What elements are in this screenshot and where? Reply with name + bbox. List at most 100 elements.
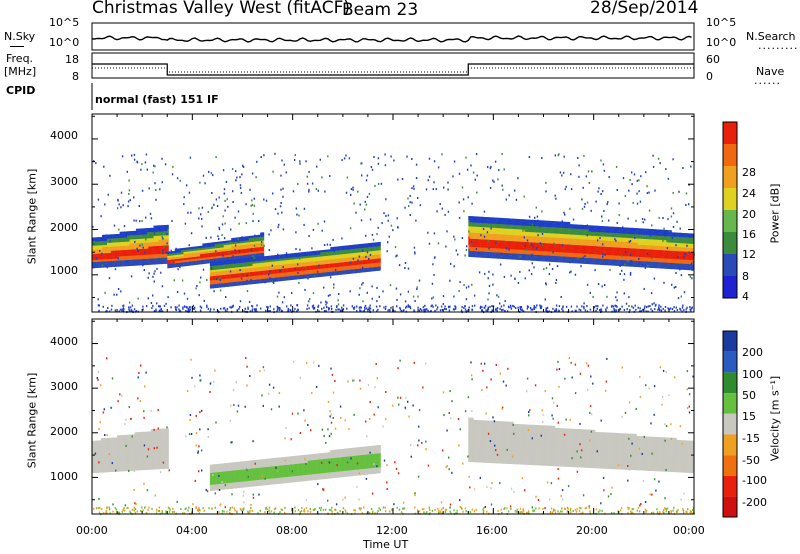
range-gate-cell — [489, 239, 492, 242]
range-gate-cell — [105, 238, 108, 241]
range-gate-cell — [236, 247, 238, 250]
range-gate-cell — [349, 263, 351, 266]
range-gate-cell — [546, 245, 548, 248]
range-gate-cell — [472, 232, 474, 235]
range-gate-cell — [543, 245, 546, 248]
range-gate-cell — [271, 255, 273, 258]
range-gate-cell — [505, 230, 508, 233]
range-gate-cell — [513, 233, 515, 236]
range-gate-cell — [221, 257, 223, 260]
range-gate-cell — [492, 221, 494, 224]
range-gate-cell — [236, 251, 238, 254]
range-gate-cell — [366, 269, 369, 272]
range-gate-cell — [232, 256, 235, 259]
range-gate-cell — [332, 269, 335, 272]
range-gate-cell — [365, 261, 367, 264]
range-gate-cell — [258, 234, 261, 237]
range-gate-cell — [548, 251, 551, 254]
range-gate-cell — [533, 228, 536, 231]
range-gate-cell — [334, 246, 336, 249]
range-gate-cell — [238, 251, 241, 254]
range-gate-cell — [143, 246, 145, 249]
nave-dots: ······ — [754, 77, 781, 90]
range-gate-cell — [309, 261, 311, 264]
range-gate-cell — [273, 269, 276, 272]
range-gate-cell — [211, 282, 213, 285]
range-gate-cell — [137, 247, 139, 250]
range-gate-cell — [107, 234, 109, 237]
range-gate-cell — [147, 230, 149, 233]
range-gate-cell — [112, 242, 114, 245]
range-gate-cell — [488, 217, 490, 220]
range-gate-cell — [372, 261, 375, 264]
range-gate-cell — [223, 260, 226, 263]
range-gate-cell — [345, 265, 347, 269]
range-gate-cell — [260, 236, 262, 239]
range-gate-cell — [218, 265, 221, 268]
range-gate-cell — [508, 238, 510, 241]
range-gate-cell — [147, 234, 149, 237]
range-gate-cell — [376, 246, 379, 249]
range-gate-cell — [515, 257, 518, 260]
range-gate-cell — [137, 263, 139, 266]
range-gate-cell — [197, 250, 199, 253]
range-gate-cell — [230, 256, 232, 259]
range-gate-cell — [345, 249, 347, 252]
range-gate-cell — [236, 239, 238, 242]
range-gate-cell — [107, 238, 109, 241]
range-gate-cell — [209, 274, 212, 277]
range-gate-cell — [350, 259, 352, 262]
range-gate-cell — [127, 249, 129, 252]
range-gate-cell — [320, 266, 322, 269]
range-gate-cell — [305, 258, 307, 261]
range-gate-cell — [122, 231, 124, 234]
range-gate-cell — [214, 254, 217, 257]
range-gate-cell — [536, 236, 538, 239]
range-gate-cell — [334, 263, 336, 266]
range-gate-cell — [211, 250, 213, 253]
range-gate-cell — [527, 227, 529, 230]
range-gate-cell — [477, 243, 479, 246]
range-gate-cell — [261, 264, 263, 267]
range-gate-cell — [320, 258, 322, 261]
range-gate-cell — [110, 262, 113, 266]
range-gate-cell — [534, 246, 537, 249]
range-gate-cell — [493, 244, 495, 247]
range-gate-cell — [194, 254, 197, 257]
range-gate-cell — [240, 241, 242, 244]
range-gate-cell — [99, 241, 102, 244]
range-gate-cell — [104, 242, 107, 246]
range-gate-cell — [354, 254, 356, 257]
range-gate-cell — [522, 235, 524, 238]
range-gate-cell — [305, 270, 307, 273]
range-gate-cell — [103, 265, 105, 268]
range-gate-cell — [277, 271, 280, 274]
range-gate-cell — [326, 253, 329, 256]
range-gate-cell — [346, 255, 349, 258]
range-gate-cell — [534, 256, 537, 259]
range-gate-cell — [228, 256, 231, 259]
range-gate-cell — [546, 228, 548, 231]
range-gate-cell — [468, 226, 470, 229]
range-gate-cell — [135, 251, 138, 254]
range-gate-cell — [245, 250, 247, 253]
range-gate-cell — [213, 263, 216, 266]
range-gate-cell — [224, 270, 227, 273]
range-gate-cell — [493, 221, 495, 224]
range-gate-cell — [257, 273, 260, 276]
range-gate-cell — [477, 228, 479, 231]
range-gate-cell — [223, 247, 226, 250]
range-gate-cell — [147, 258, 149, 261]
range-gate-cell — [331, 247, 334, 250]
range-gate-cell — [97, 247, 99, 250]
range-gate-cell — [369, 243, 371, 246]
range-gate-cell — [468, 254, 470, 257]
range-gate-cell — [135, 261, 138, 264]
range-gate-cell — [488, 243, 490, 246]
range-gate-cell — [532, 254, 534, 257]
range-gate-cell — [154, 225, 157, 228]
range-gate-cell — [515, 241, 518, 244]
range-gate-cell — [103, 249, 105, 252]
range-gate-cell — [177, 264, 179, 268]
range-gate-cell — [107, 236, 109, 239]
